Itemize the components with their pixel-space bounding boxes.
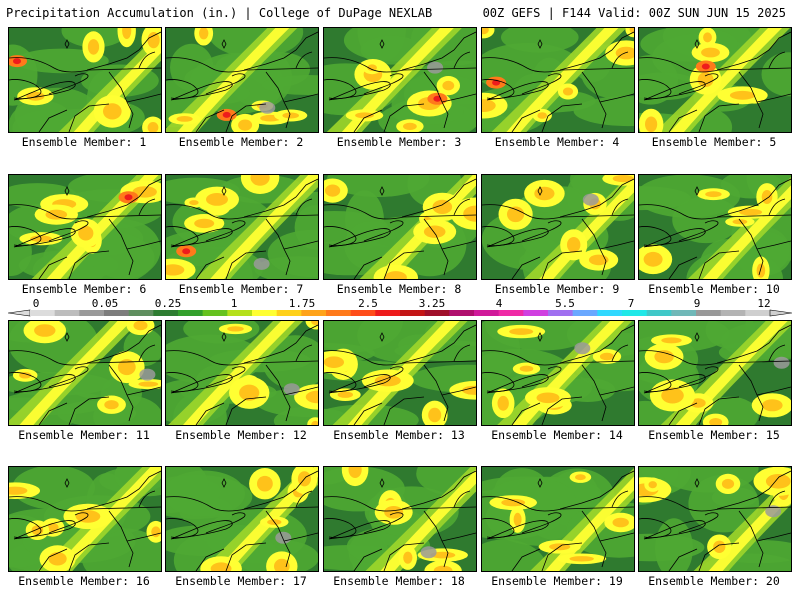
ensemble-member-label: Ensemble Member: 17	[175, 574, 307, 588]
ensemble-member-label: Ensemble Member: 4	[494, 135, 620, 149]
precip-field-map	[166, 175, 318, 279]
ensemble-member-label: Ensemble Member: 5	[651, 135, 777, 149]
precip-field-map	[482, 28, 634, 132]
ensemble-member-label: Ensemble Member: 15	[648, 428, 780, 442]
ensemble-map-panel	[8, 320, 162, 426]
colorbar-tick-label: 1	[230, 297, 238, 310]
colorbar-tick-label: 2.5	[358, 297, 378, 310]
colorbar-tick-label: 4	[495, 297, 503, 310]
ensemble-member-label: Ensemble Member: 10	[648, 282, 780, 296]
ensemble-map-panel	[481, 27, 635, 133]
precip-field-map	[166, 28, 318, 132]
precip-field-map	[9, 175, 161, 279]
ensemble-map-panel	[638, 466, 792, 572]
ensemble-member-label: Ensemble Member: 18	[333, 574, 465, 588]
ensemble-map-panel	[638, 320, 792, 426]
colorbar-tick-label: 0.05	[91, 297, 119, 310]
ensemble-map-panel	[8, 27, 162, 133]
ensemble-map-panel	[8, 174, 162, 280]
precip-field-map	[482, 175, 634, 279]
precip-field-map	[324, 175, 476, 279]
precip-field-map	[324, 467, 476, 571]
colorbar-tick-label: 1.75	[288, 297, 316, 310]
precip-field-map	[639, 321, 791, 425]
precip-field-map	[324, 28, 476, 132]
ensemble-map-panel	[323, 466, 477, 572]
ensemble-map-panel	[481, 466, 635, 572]
ensemble-map-panel	[165, 320, 319, 426]
ensemble-member-label: Ensemble Member: 12	[175, 428, 307, 442]
precip-field-map	[166, 467, 318, 571]
ensemble-map-panel	[323, 320, 477, 426]
ensemble-member-label: Ensemble Member: 9	[494, 282, 620, 296]
ensemble-map-panel	[638, 27, 792, 133]
precip-field-map	[324, 321, 476, 425]
ensemble-member-label: Ensemble Member: 3	[336, 135, 462, 149]
precip-field-map	[639, 467, 791, 571]
ensemble-map-panel	[323, 174, 477, 280]
ensemble-member-label: Ensemble Member: 2	[178, 135, 304, 149]
precip-field-map	[639, 28, 791, 132]
precip-field-map	[166, 321, 318, 425]
colorbar-tick-label: 9	[693, 297, 701, 310]
ensemble-map-panel	[165, 466, 319, 572]
ensemble-member-label: Ensemble Member: 6	[21, 282, 147, 296]
colorbar-tick-label: 0	[32, 297, 40, 310]
ensemble-map-panel	[165, 174, 319, 280]
colorbar-tick-label: 7	[627, 297, 635, 310]
ensemble-member-label: Ensemble Member: 16	[18, 574, 150, 588]
precip-field-map	[9, 321, 161, 425]
ensemble-map-panel	[481, 320, 635, 426]
page-title: Precipitation Accumulation (in.) | Colle…	[6, 6, 433, 20]
ensemble-member-label: Ensemble Member: 20	[648, 574, 780, 588]
colorbar-tick-label: 0.25	[154, 297, 182, 310]
ensemble-member-label: Ensemble Member: 8	[336, 282, 462, 296]
precip-field-map	[639, 175, 791, 279]
ensemble-map-panel	[165, 27, 319, 133]
ensemble-map-panel	[8, 466, 162, 572]
ensemble-map-panel	[323, 27, 477, 133]
precip-field-map	[9, 467, 161, 571]
colorbar-tick-label: 3.25	[418, 297, 446, 310]
colorbar-tick-label: 5.5	[555, 297, 575, 310]
ensemble-map-panel	[481, 174, 635, 280]
precip-field-map	[482, 467, 634, 571]
colorbar-tick-label: 12	[757, 297, 771, 310]
precip-field-map	[482, 321, 634, 425]
ensemble-member-label: Ensemble Member: 11	[18, 428, 150, 442]
ensemble-member-label: Ensemble Member: 7	[178, 282, 304, 296]
ensemble-map-panel	[638, 174, 792, 280]
precip-colorbar	[8, 296, 792, 320]
ensemble-member-label: Ensemble Member: 14	[491, 428, 623, 442]
ensemble-member-label: Ensemble Member: 13	[333, 428, 465, 442]
ensemble-member-label: Ensemble Member: 1	[21, 135, 147, 149]
precip-field-map	[9, 28, 161, 132]
ensemble-member-label: Ensemble Member: 19	[491, 574, 623, 588]
model-valid-time: 00Z GEFS | F144 Valid: 00Z SUN JUN 15 20…	[482, 6, 786, 20]
